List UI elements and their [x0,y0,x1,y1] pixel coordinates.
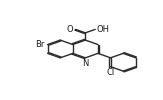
Text: Cl: Cl [106,68,115,77]
Text: O: O [67,25,73,34]
Text: Br: Br [35,40,44,49]
Text: OH: OH [97,25,110,34]
Text: N: N [82,59,89,68]
